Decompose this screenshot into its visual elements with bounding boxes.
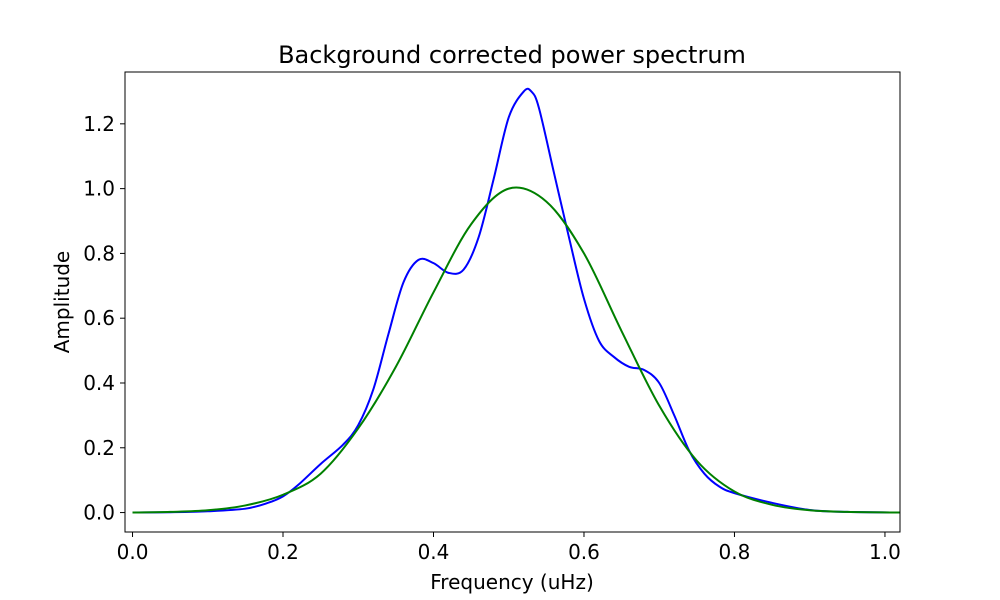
- series-line-2: [132, 186, 901, 514]
- x-tick-label: 0.0: [117, 540, 149, 564]
- y-tick-label: 0.0: [83, 501, 115, 525]
- y-tick-label: 0.6: [83, 306, 115, 330]
- plot-frame: [124, 71, 901, 533]
- x-tick-label: 1.0: [869, 540, 901, 564]
- x-axis-label: Frequency (uHz): [430, 570, 594, 594]
- y-tick-label: 0.2: [83, 436, 115, 460]
- x-tick-label: 0.2: [267, 540, 299, 564]
- y-tick-label: 1.2: [83, 112, 115, 136]
- ticks-layer: 0.0 0.2 0.4 0.6 0.8 1.0 0.0 0.2 0.4 0.6 0.8 1.0 1.2: [83, 112, 901, 564]
- y-axis-label: Amplitude: [50, 251, 74, 354]
- x-tick-label: 0.6: [568, 540, 600, 564]
- y-tick-label: 0.4: [83, 371, 115, 395]
- series-line-1: [132, 87, 901, 514]
- x-tick-label: 0.8: [719, 540, 751, 564]
- y-tick-label: 0.8: [83, 241, 115, 265]
- x-tick-label: 0.4: [418, 540, 450, 564]
- y-tick-label: 1.0: [83, 177, 115, 201]
- chart-title: Background corrected power spectrum: [278, 41, 746, 69]
- series-layer: [132, 87, 901, 514]
